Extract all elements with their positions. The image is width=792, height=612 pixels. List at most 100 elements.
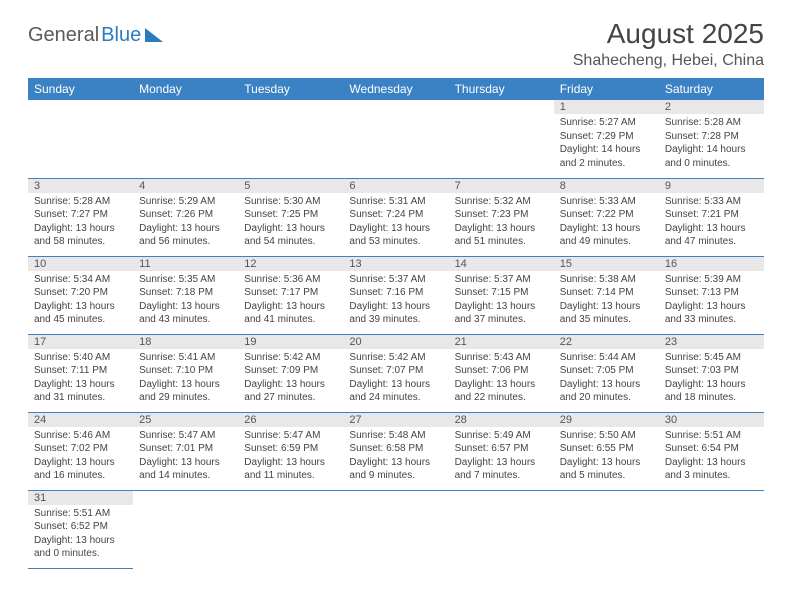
day-number: 7: [449, 179, 554, 193]
day-details: Sunrise: 5:28 AMSunset: 7:28 PMDaylight:…: [659, 114, 764, 174]
daylight-text: Daylight: 13 hours and 49 minutes.: [560, 222, 653, 249]
sunrise-text: Sunrise: 5:47 AM: [244, 429, 337, 443]
daylight-text: Daylight: 13 hours and 29 minutes.: [139, 378, 232, 405]
sunrise-text: Sunrise: 5:33 AM: [665, 195, 758, 209]
calendar-cell: 26Sunrise: 5:47 AMSunset: 6:59 PMDayligh…: [238, 412, 343, 490]
calendar-cell: 23Sunrise: 5:45 AMSunset: 7:03 PMDayligh…: [659, 334, 764, 412]
day-number: 30: [659, 413, 764, 427]
calendar-cell: [133, 100, 238, 178]
sunset-text: Sunset: 6:55 PM: [560, 442, 653, 456]
sunset-text: Sunset: 6:54 PM: [665, 442, 758, 456]
day-number: 14: [449, 257, 554, 271]
sunset-text: Sunset: 7:01 PM: [139, 442, 232, 456]
daylight-text: Daylight: 13 hours and 43 minutes.: [139, 300, 232, 327]
calendar-cell: 5Sunrise: 5:30 AMSunset: 7:25 PMDaylight…: [238, 178, 343, 256]
logo-text-blue: Blue: [101, 24, 141, 47]
day-number: 1: [554, 100, 659, 114]
daylight-text: Daylight: 13 hours and 22 minutes.: [455, 378, 548, 405]
sunset-text: Sunset: 7:26 PM: [139, 208, 232, 222]
calendar-cell: 24Sunrise: 5:46 AMSunset: 7:02 PMDayligh…: [28, 412, 133, 490]
calendar-cell: 7Sunrise: 5:32 AMSunset: 7:23 PMDaylight…: [449, 178, 554, 256]
daylight-text: Daylight: 13 hours and 11 minutes.: [244, 456, 337, 483]
day-number: 4: [133, 179, 238, 193]
day-number: 22: [554, 335, 659, 349]
calendar-cell: 18 Sunrise: 5:41 AMSunset: 7:10 PMDayligh…: [133, 334, 238, 412]
day-number: 20: [343, 335, 448, 349]
sunrise-text: Sunrise: 5:27 AM: [560, 116, 653, 130]
header: General Blue August 2025 Shahecheng, Heb…: [28, 18, 764, 70]
sunrise-text: Sunrise: 5:43 AM: [455, 351, 548, 365]
day-number: 26: [238, 413, 343, 427]
calendar-week: 17Sunrise: 5:40 AMSunset: 7:11 PMDayligh…: [28, 334, 764, 412]
day-number: 16: [659, 257, 764, 271]
day-number: 10: [28, 257, 133, 271]
day-details: Sunrise: 5:49 AMSunset: 6:57 PMDaylight:…: [449, 427, 554, 487]
calendar-cell: 13Sunrise: 5:37 AMSunset: 7:16 PMDayligh…: [343, 256, 448, 334]
sunrise-text: Sunrise: 5:41 AM: [139, 351, 232, 365]
daylight-text: Daylight: 13 hours and 16 minutes.: [34, 456, 127, 483]
col-saturday: Saturday: [659, 78, 764, 100]
sunset-text: Sunset: 7:15 PM: [455, 286, 548, 300]
calendar-week: 1Sunrise: 5:27 AMSunset: 7:29 PMDaylight…: [28, 100, 764, 178]
calendar-cell: 3Sunrise: 5:28 AMSunset: 7:27 PMDaylight…: [28, 178, 133, 256]
daylight-text: Daylight: 13 hours and 20 minutes.: [560, 378, 653, 405]
calendar-cell: 29Sunrise: 5:50 AMSunset: 6:55 PMDayligh…: [554, 412, 659, 490]
day-details: Sunrise: 5:34 AMSunset: 7:20 PMDaylight:…: [28, 271, 133, 331]
day-details: Sunrise: 5:37 AMSunset: 7:15 PMDaylight:…: [449, 271, 554, 331]
daylight-text: Daylight: 13 hours and 51 minutes.: [455, 222, 548, 249]
sunrise-text: Sunrise: 5:37 AM: [349, 273, 442, 287]
day-number: 17: [28, 335, 133, 349]
sunrise-text: Sunrise: 5:47 AM: [139, 429, 232, 443]
calendar-cell: 4Sunrise: 5:29 AMSunset: 7:26 PMDaylight…: [133, 178, 238, 256]
sunset-text: Sunset: 7:10 PM: [139, 364, 232, 378]
calendar-body: 1Sunrise: 5:27 AMSunset: 7:29 PMDaylight…: [28, 100, 764, 568]
day-details: Sunrise: 5:27 AMSunset: 7:29 PMDaylight:…: [554, 114, 659, 174]
day-number: 18: [133, 335, 238, 349]
calendar-cell: 9Sunrise: 5:33 AMSunset: 7:21 PMDaylight…: [659, 178, 764, 256]
daylight-text: Daylight: 13 hours and 24 minutes.: [349, 378, 442, 405]
sunset-text: Sunset: 7:17 PM: [244, 286, 337, 300]
day-details: Sunrise: 5:33 AMSunset: 7:21 PMDaylight:…: [659, 193, 764, 253]
sunset-text: Sunset: 7:03 PM: [665, 364, 758, 378]
sunrise-text: Sunrise: 5:38 AM: [560, 273, 653, 287]
sunset-text: Sunset: 7:27 PM: [34, 208, 127, 222]
sunset-text: Sunset: 7:11 PM: [34, 364, 127, 378]
calendar-table: Sunday Monday Tuesday Wednesday Thursday…: [28, 78, 764, 569]
sunrise-text: Sunrise: 5:29 AM: [139, 195, 232, 209]
calendar-cell: [343, 490, 448, 568]
day-details: Sunrise: 5:50 AMSunset: 6:55 PMDaylight:…: [554, 427, 659, 487]
daylight-text: Daylight: 13 hours and 31 minutes.: [34, 378, 127, 405]
day-number: 23: [659, 335, 764, 349]
sunrise-text: Sunrise: 5:28 AM: [34, 195, 127, 209]
calendar-cell: 2Sunrise: 5:28 AMSunset: 7:28 PMDaylight…: [659, 100, 764, 178]
daylight-text: Daylight: 13 hours and 35 minutes.: [560, 300, 653, 327]
day-details: Sunrise: 5:42 AMSunset: 7:09 PMDaylight:…: [238, 349, 343, 409]
col-monday: Monday: [133, 78, 238, 100]
day-details: Sunrise: 5:39 AMSunset: 7:13 PMDaylight:…: [659, 271, 764, 331]
day-details: Sunrise: 5:29 AMSunset: 7:26 PMDaylight:…: [133, 193, 238, 253]
sunset-text: Sunset: 6:52 PM: [34, 520, 127, 534]
day-number: 31: [28, 491, 133, 505]
sunrise-text: Sunrise: 5:45 AM: [665, 351, 758, 365]
calendar-cell: 14Sunrise: 5:37 AMSunset: 7:15 PMDayligh…: [449, 256, 554, 334]
calendar-cell: [238, 490, 343, 568]
sunrise-text: Sunrise: 5:36 AM: [244, 273, 337, 287]
sunset-text: Sunset: 7:16 PM: [349, 286, 442, 300]
calendar-cell: 28Sunrise: 5:49 AMSunset: 6:57 PMDayligh…: [449, 412, 554, 490]
sunrise-text: Sunrise: 5:33 AM: [560, 195, 653, 209]
daylight-text: Daylight: 13 hours and 53 minutes.: [349, 222, 442, 249]
day-number: 2: [659, 100, 764, 114]
calendar-week: 31Sunrise: 5:51 AMSunset: 6:52 PMDayligh…: [28, 490, 764, 568]
day-details: Sunrise: 5:28 AMSunset: 7:27 PMDaylight:…: [28, 193, 133, 253]
day-details: Sunrise: 5:44 AMSunset: 7:05 PMDaylight:…: [554, 349, 659, 409]
day-number: 3: [28, 179, 133, 193]
day-number: 13: [343, 257, 448, 271]
daylight-text: Daylight: 13 hours and 45 minutes.: [34, 300, 127, 327]
calendar-cell: 31Sunrise: 5:51 AMSunset: 6:52 PMDayligh…: [28, 490, 133, 568]
sunrise-text: Sunrise: 5:49 AM: [455, 429, 548, 443]
col-sunday: Sunday: [28, 78, 133, 100]
day-number: 27: [343, 413, 448, 427]
title-block: August 2025 Shahecheng, Hebei, China: [573, 18, 764, 70]
daylight-text: Daylight: 13 hours and 7 minutes.: [455, 456, 548, 483]
sunset-text: Sunset: 7:14 PM: [560, 286, 653, 300]
